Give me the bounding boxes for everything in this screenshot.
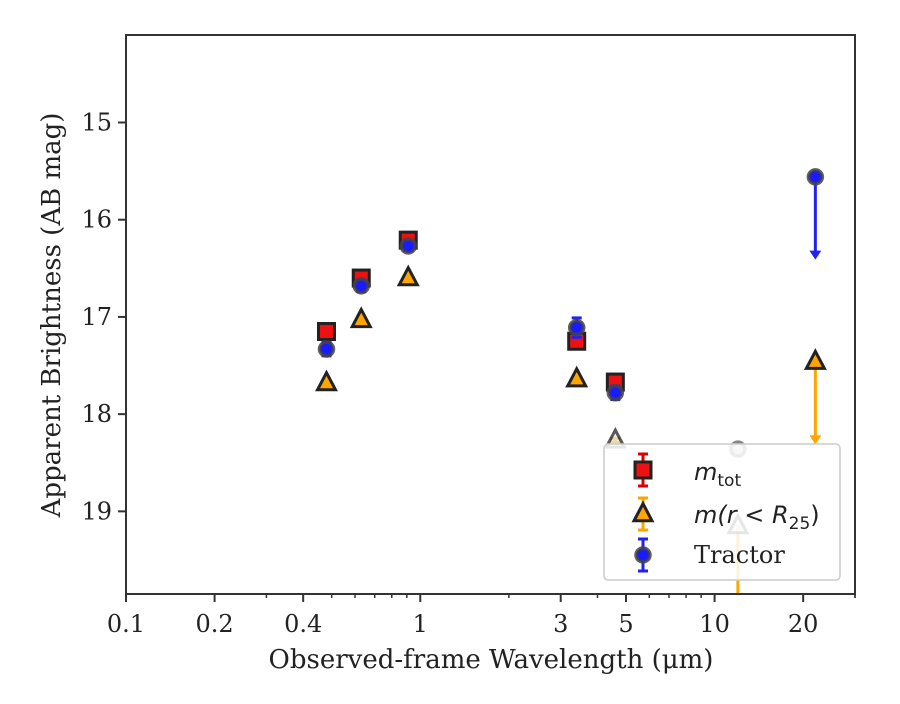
legend-marker-square bbox=[633, 460, 653, 480]
data-point-triangle bbox=[396, 264, 420, 287]
y-tick-label: 18 bbox=[81, 400, 112, 428]
legend-label-mtot-sub: tot bbox=[717, 471, 741, 491]
y-tick-label: 16 bbox=[81, 206, 112, 234]
y-tick-label: 17 bbox=[81, 303, 112, 331]
y-tick-label: 19 bbox=[81, 497, 112, 525]
y-axis-label: Apparent Brightness (AB mag) bbox=[37, 113, 67, 519]
legend-marker-circle bbox=[634, 546, 652, 564]
axes: 0.1 0.2 0.4 1 3 5 10 20 15 16 17 18 19 bbox=[81, 34, 856, 638]
data-point-triangle bbox=[349, 306, 373, 329]
x-tick-label: 1 bbox=[413, 610, 428, 638]
data-point-square bbox=[316, 322, 336, 342]
legend-label-mr: m(r < R25) bbox=[694, 501, 820, 534]
x-axis-label: Observed-frame Wavelength (μm) bbox=[269, 645, 714, 675]
legend-box bbox=[603, 443, 841, 581]
data-point-triangle bbox=[803, 348, 827, 370]
data-point-circle bbox=[352, 277, 370, 295]
upper-limit-arrow-head bbox=[809, 250, 822, 260]
data-point-circle bbox=[399, 237, 417, 255]
plot-marks bbox=[315, 168, 827, 594]
data-point-circle bbox=[567, 318, 586, 337]
legend-label-mr-main: m(r < R bbox=[694, 501, 789, 529]
data-point-circle bbox=[606, 384, 625, 402]
data-point-triangle bbox=[315, 369, 338, 392]
x-tick-label: 5 bbox=[618, 610, 633, 638]
plot-frame bbox=[125, 34, 856, 595]
legend-label-tractor: Tractor bbox=[694, 541, 785, 569]
series-circle bbox=[317, 168, 825, 458]
legend-label-mtot-main: m bbox=[694, 458, 717, 486]
y-tick-label: 15 bbox=[81, 108, 112, 136]
x-tick-label: 0.4 bbox=[284, 610, 322, 638]
data-point-circle bbox=[317, 340, 336, 358]
legend-label-mr-close: ) bbox=[810, 501, 819, 529]
legend-label-mtot: mtot bbox=[694, 458, 741, 491]
data-point-circle bbox=[806, 168, 825, 186]
legend: mtot m(r < R25) Tractor bbox=[603, 443, 841, 581]
legend-label-mr-sub: 25 bbox=[789, 514, 811, 534]
x-tick-label: 3 bbox=[553, 610, 568, 638]
x-tick-label: 0.1 bbox=[107, 610, 145, 638]
upper-limit-arrow-head bbox=[809, 435, 822, 445]
x-tick-label: 10 bbox=[699, 610, 730, 638]
x-tick-label: 0.2 bbox=[196, 610, 234, 638]
data-point-triangle bbox=[565, 365, 589, 388]
x-tick-label: 20 bbox=[788, 610, 819, 638]
legend-marker-triangle bbox=[631, 500, 655, 523]
